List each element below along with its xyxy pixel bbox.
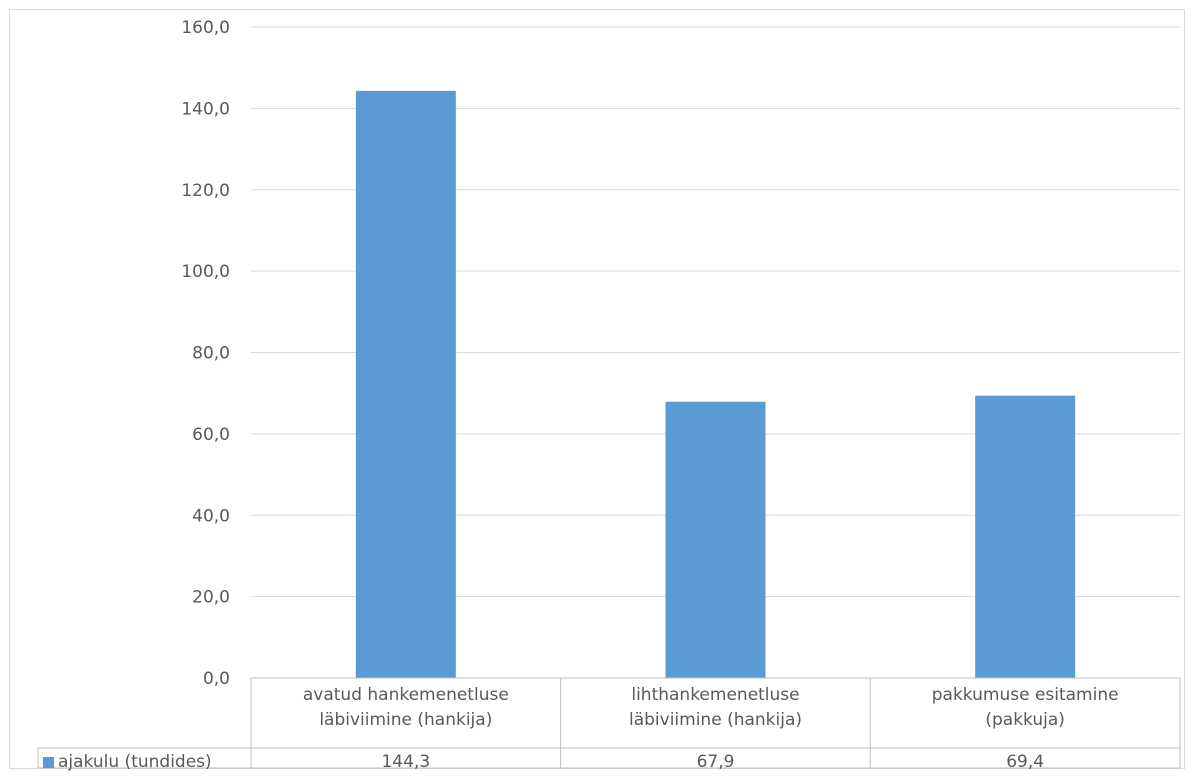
y-tick-label: 160,0 xyxy=(181,18,230,38)
bar xyxy=(975,395,1076,678)
y-axis-ticks: 0,0 20,0 40,0 60,0 80,0 100,0 120,0 140,0 160,0 xyxy=(181,18,230,689)
category-label: avatud hankemenetluse läbiviimine (hankij… xyxy=(303,685,509,730)
series-name: ajakulu (tundides) xyxy=(58,752,212,772)
data-label: 67,9 xyxy=(697,752,735,772)
y-tick-label: 120,0 xyxy=(181,181,230,201)
y-tick-label: 60,0 xyxy=(192,425,230,445)
y-tick-label: 0,0 xyxy=(203,669,230,689)
data-label: 69,4 xyxy=(1006,752,1044,772)
data-table: avatud hankemenetluse läbiviimine (hankij… xyxy=(37,677,1181,772)
y-tick-label: 20,0 xyxy=(192,588,230,608)
y-tick-label: 140,0 xyxy=(181,99,230,119)
data-label: 144,3 xyxy=(381,752,430,772)
bar xyxy=(355,90,456,678)
y-tick-label: 40,0 xyxy=(192,506,230,526)
bars xyxy=(355,90,1076,678)
y-tick-label: 100,0 xyxy=(181,262,230,282)
category-label: pakkumuse esitamine (pakkuja) xyxy=(932,685,1119,730)
legend-key xyxy=(43,757,54,768)
bar xyxy=(665,401,766,678)
category-label: lihthankemenetluse läbiviimine (hankija) xyxy=(629,685,802,730)
y-tick-label: 80,0 xyxy=(192,344,230,364)
